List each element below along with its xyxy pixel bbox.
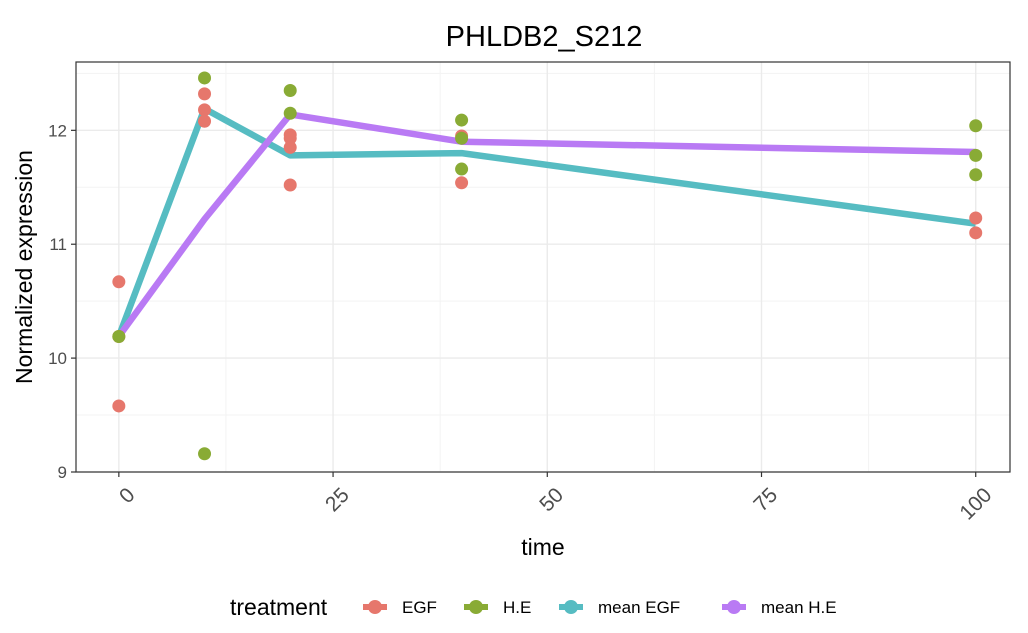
- point-egf: [283, 131, 297, 145]
- legend-label: mean H.E: [761, 598, 837, 617]
- legend-key-point: [368, 600, 382, 614]
- legend-title: treatment: [230, 594, 328, 620]
- legend-item-mean-h-e: mean H.E: [722, 598, 837, 617]
- y-tick-label: 9: [58, 463, 67, 482]
- y-axis-label: Normalized expression: [11, 150, 37, 384]
- legend-item-egf: EGF: [363, 598, 437, 617]
- legend-label: EGF: [402, 598, 437, 617]
- point-h-e: [283, 106, 297, 120]
- point-egf: [969, 226, 983, 240]
- point-egf: [283, 178, 297, 192]
- point-h-e: [198, 71, 212, 85]
- point-egf: [198, 103, 212, 117]
- point-h-e: [455, 162, 469, 176]
- data-points: [112, 71, 983, 461]
- point-egf: [198, 87, 212, 101]
- grid-lines: [76, 62, 1010, 473]
- point-h-e: [969, 168, 983, 182]
- point-h-e: [455, 131, 469, 145]
- plot-panel-border: [75, 61, 1011, 473]
- y-tick-label: 10: [48, 349, 67, 368]
- legend: treatment EGF H.E mean EGF mean H.E: [230, 594, 837, 620]
- line-mean-egf: [115, 105, 977, 338]
- point-egf: [969, 211, 983, 225]
- point-h-e: [455, 113, 469, 127]
- x-tick-label: 0: [115, 483, 140, 508]
- y-tick-label: 11: [49, 235, 67, 254]
- x-tick-label: 100: [955, 483, 996, 524]
- x-tick-label: 75: [749, 483, 782, 516]
- point-egf: [198, 114, 212, 128]
- point-h-e: [283, 83, 297, 97]
- point-h-e: [969, 148, 983, 162]
- point-egf: [455, 176, 469, 190]
- x-tick-label: 25: [321, 483, 354, 516]
- legend-item-h-e: H.E: [464, 598, 531, 617]
- legend-item-mean-egf: mean EGF: [559, 598, 680, 617]
- legend-label: mean EGF: [598, 598, 680, 617]
- legend-label: H.E: [503, 598, 531, 617]
- x-axis-label: time: [521, 534, 564, 560]
- legend-key-point: [727, 600, 741, 614]
- axes: 9 10 11 12 0 25 50 75 100: [48, 121, 996, 524]
- legend-key-point: [469, 600, 483, 614]
- point-h-e: [969, 119, 983, 133]
- y-tick-label: 12: [48, 121, 67, 140]
- point-egf: [283, 140, 297, 154]
- point-h-e: [112, 329, 126, 343]
- point-h-e: [198, 447, 212, 461]
- point-egf: [112, 275, 126, 289]
- point-egf: [112, 399, 126, 413]
- legend-key-point: [564, 600, 578, 614]
- x-tick-label: 50: [535, 483, 568, 516]
- chart-title: PHLDB2_S212: [446, 21, 643, 53]
